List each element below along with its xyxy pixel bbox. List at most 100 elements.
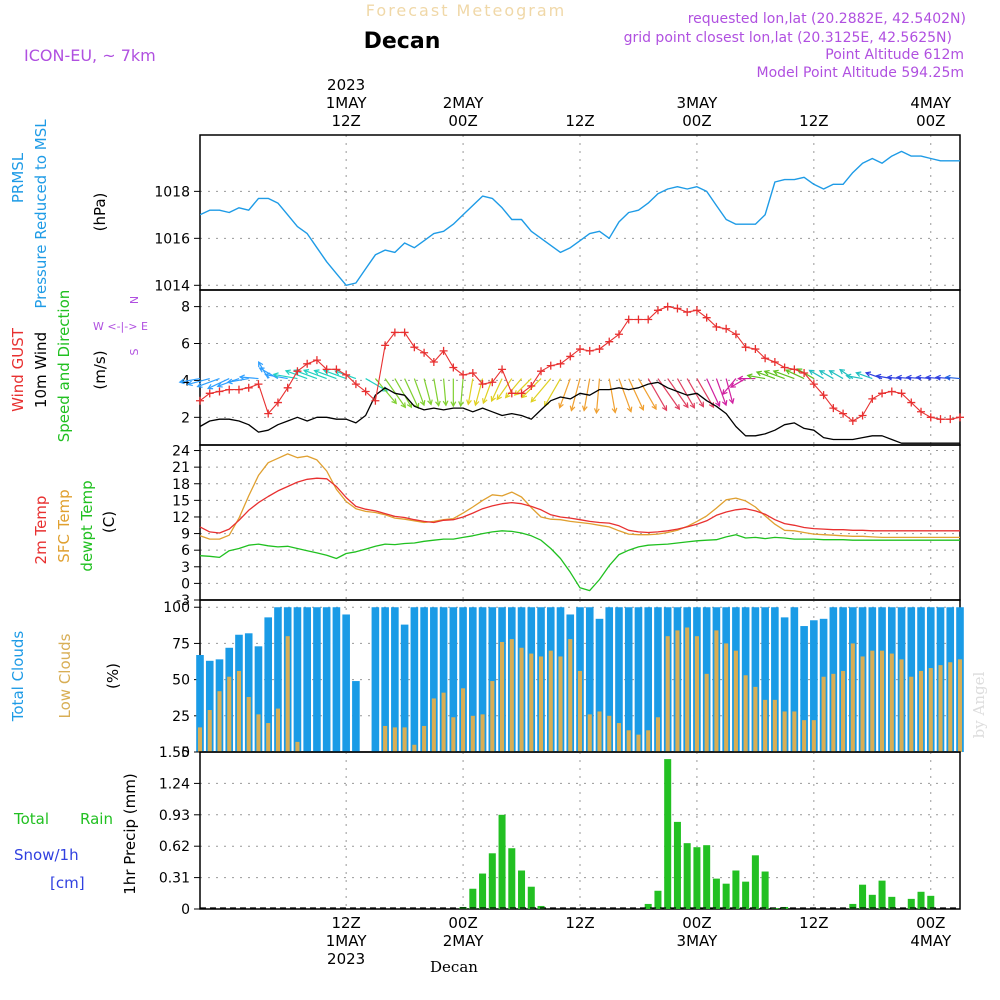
wind-arrow-head xyxy=(482,398,488,405)
low-clouds-bar xyxy=(646,730,651,752)
total-clouds-bar xyxy=(644,607,653,752)
pressure-ytick-label: 1016 xyxy=(154,231,190,247)
wind-ytick-label: 2 xyxy=(181,410,190,426)
bottom-time-label: 4MAY xyxy=(910,932,952,950)
total-clouds-bar xyxy=(615,607,623,752)
wind-arrow-head xyxy=(466,399,472,406)
total-clouds-bar xyxy=(771,607,779,752)
wind-gust-marker xyxy=(887,387,896,396)
compass-south: S xyxy=(128,348,141,355)
wind-gust-marker xyxy=(283,383,292,392)
wind-arrow-head xyxy=(828,370,835,376)
tsfc-line xyxy=(199,453,960,540)
wind-arrow-shaft xyxy=(303,369,327,380)
wind-gust-marker xyxy=(498,365,507,374)
precip-bar xyxy=(673,821,681,909)
wind-arrow-head xyxy=(264,372,271,379)
clouds-ytick-label: 0 xyxy=(181,745,190,761)
prmsl-sublabel: Pressure Reduced to MSL xyxy=(32,119,50,309)
wind-gust-marker xyxy=(381,341,390,350)
wind-arrow-shaft xyxy=(756,371,776,380)
wind-arrow-shaft xyxy=(530,378,552,403)
precip-bar xyxy=(917,891,925,909)
wind-gust-marker xyxy=(644,315,653,324)
low-clouds-bar xyxy=(480,714,485,752)
wind-arrow-shaft xyxy=(314,370,337,380)
wind-arrow-head xyxy=(258,367,265,373)
wind-arrow-shaft xyxy=(730,378,746,388)
wind-arrow-shaft xyxy=(819,370,834,380)
low-clouds-bar xyxy=(616,723,622,752)
low-clouds-bar xyxy=(529,653,534,752)
wind-arrow-shaft xyxy=(394,378,412,408)
top-time-label: 1MAY xyxy=(326,94,368,112)
wind-arrow-head xyxy=(934,374,941,381)
total-clouds-bar xyxy=(196,655,204,752)
bottom-time-label: 00Z xyxy=(916,914,945,932)
wind-arrow-shaft xyxy=(856,372,873,380)
wind-arrow-shaft xyxy=(544,378,562,407)
total-clouds-bar xyxy=(322,607,331,752)
wind-arrow-head xyxy=(406,402,413,409)
wind-gust-marker xyxy=(215,387,224,396)
t2m-label: 2m Temp xyxy=(32,496,50,565)
requested-coords: requested lon,lat (20.2882E, 42.5402N) xyxy=(688,11,966,27)
wind-arrow-shaft xyxy=(570,378,581,411)
wind-gust-marker xyxy=(624,315,633,324)
wind-gust-marker xyxy=(322,365,331,374)
precip-bar xyxy=(878,880,886,909)
precip-bar xyxy=(508,848,516,909)
wind-gust-marker xyxy=(459,370,468,379)
total-clouds-bar xyxy=(254,646,263,752)
wind-arrow-head xyxy=(689,402,695,409)
wind-gust-marker xyxy=(848,417,857,426)
wind-ytick-label: 6 xyxy=(181,337,190,353)
low-clouds-bar xyxy=(889,653,894,752)
precip-bar xyxy=(469,888,477,909)
precip-bar xyxy=(868,894,876,909)
low-clouds-bar xyxy=(733,650,738,752)
wind-gust-marker xyxy=(731,330,740,339)
precip-bar xyxy=(849,903,857,909)
wind-10m-label: 10m Wind xyxy=(32,332,50,408)
wind-gust-marker xyxy=(683,308,692,317)
precip-bar xyxy=(498,814,506,909)
wind-arrow-head xyxy=(581,405,588,412)
precip-bar xyxy=(722,883,730,909)
wind-gust-marker xyxy=(478,380,487,389)
low-clouds-bar xyxy=(928,668,933,752)
wind-arrow-head xyxy=(886,374,893,381)
low-clouds-bar xyxy=(831,673,836,752)
wind-gust-marker xyxy=(273,398,282,407)
total-clouds-bar xyxy=(381,607,389,752)
top-time-label: 4MAY xyxy=(910,94,952,112)
low-clouds-bar xyxy=(850,643,855,752)
precip-ytick-label: 0 xyxy=(181,902,190,918)
low-clouds-bar xyxy=(246,696,251,752)
wind-arrow-shaft xyxy=(785,369,805,380)
wind-arrow-head xyxy=(302,369,310,375)
wind-gust-marker xyxy=(371,396,380,405)
top-time-label: 00Z xyxy=(448,112,477,130)
wind-gust-marker xyxy=(878,389,887,398)
low-clouds-bar xyxy=(577,670,583,752)
clouds-panel: 0 25 50 75 100 xyxy=(163,599,964,761)
wind-arrow-head xyxy=(272,372,279,378)
total-clouds-bar xyxy=(293,607,302,752)
total-clouds-bar xyxy=(634,607,643,752)
wind-unit: (m/s) xyxy=(91,350,109,389)
total-clouds-bar xyxy=(810,620,818,752)
wind-arrow-shaft xyxy=(413,378,425,406)
wind-gust-marker xyxy=(790,365,799,374)
wind-arrow-head xyxy=(737,375,744,382)
precip-ytick-label: 0.93 xyxy=(159,808,190,824)
total-clouds-bar xyxy=(313,607,321,752)
wind-arrow-shaft xyxy=(227,377,249,383)
wind-gust-marker xyxy=(390,328,399,337)
bottom-time-label: 3MAY xyxy=(677,932,719,950)
low-clouds-bar xyxy=(948,662,953,752)
wind-arrow-head xyxy=(721,389,728,396)
low-clouds-bar xyxy=(519,647,524,752)
